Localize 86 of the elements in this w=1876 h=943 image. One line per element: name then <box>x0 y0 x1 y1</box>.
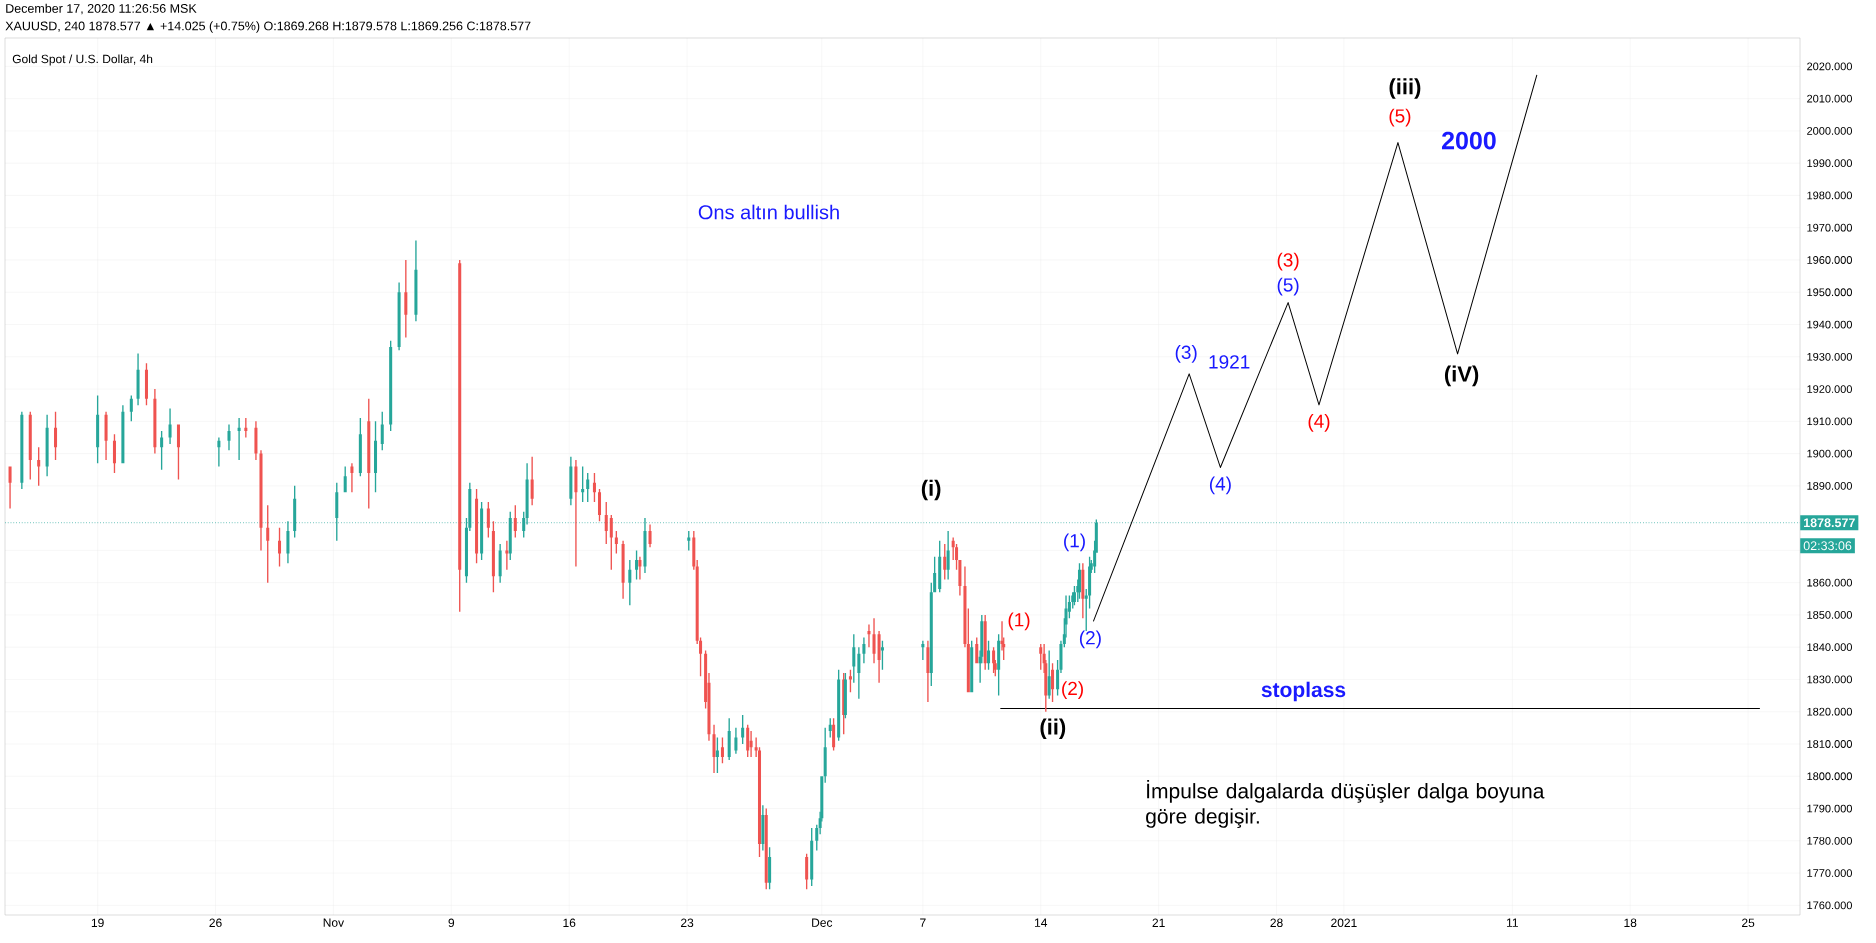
y-tick-label: 1780.000 <box>1807 836 1852 845</box>
y-tick-label: 1980.000 <box>1807 191 1852 200</box>
candlestick <box>237 418 241 461</box>
annotation: (1) <box>1008 612 1030 631</box>
annotation: (5) <box>1389 108 1411 127</box>
annotation: (ii) <box>1040 718 1066 739</box>
y-tick-label: 1860.000 <box>1807 578 1852 587</box>
candlestick <box>8 466 12 509</box>
y-tick-label: 1760.000 <box>1807 901 1852 910</box>
candlestick <box>872 618 876 664</box>
annotation: (iii) <box>1389 78 1421 99</box>
candlestick <box>505 540 509 570</box>
x-tick-label: 28 <box>1270 918 1283 928</box>
annotation: 2000 <box>1441 131 1496 150</box>
x-tick-label: 21 <box>1152 918 1165 927</box>
candlestick <box>946 531 950 580</box>
y-tick-label: 1940.000 <box>1807 320 1852 329</box>
candlestick <box>227 424 231 451</box>
annotation: (4) <box>1308 414 1330 432</box>
x-tick-label: 19 <box>91 918 104 928</box>
y-tick-label: 1830.000 <box>1807 675 1852 684</box>
x-tick-label: Dec <box>812 918 833 927</box>
annotation: (2) <box>1062 681 1083 699</box>
annotation: (3) <box>1175 345 1197 363</box>
candlestick <box>404 259 408 338</box>
text: 02:33:06 <box>1803 541 1852 551</box>
x-tick-label: 2021 <box>1331 918 1357 928</box>
x-tick-label: 9 <box>448 918 455 928</box>
annotation: (i) <box>921 479 941 501</box>
y-tick-label: 1910.000 <box>1807 417 1852 426</box>
y-tick-label: 2000.000 <box>1807 127 1852 135</box>
candlestick <box>530 456 534 506</box>
y-tick-label: 2010.000 <box>1807 94 1852 103</box>
candlestick <box>168 408 172 444</box>
y-tick-label: 2020.000 <box>1807 62 1852 71</box>
annotation: Ons altın bullish <box>698 204 839 220</box>
x-tick-label: 26 <box>209 918 222 928</box>
y-tick-label: 1900.000 <box>1807 449 1852 458</box>
candlestick <box>857 647 861 699</box>
annotation: stoplass <box>1261 681 1346 702</box>
x-tick-label: 14 <box>1034 918 1048 927</box>
x-tick-label: 18 <box>1624 918 1637 928</box>
y-tick-label: 1990.000 <box>1807 159 1852 168</box>
candlestick <box>862 637 866 664</box>
annotation: (4) <box>1209 476 1231 495</box>
text: December 17, 2020 11:26:56 MSK <box>6 3 197 15</box>
x-tick-label: Nov <box>323 918 345 927</box>
candlestick <box>921 640 925 661</box>
x-tick-label: 25 <box>1742 918 1755 928</box>
y-tick-label: 1850.000 <box>1807 611 1852 619</box>
candlestick <box>574 460 578 567</box>
y-tick-label: 1810.000 <box>1807 740 1852 748</box>
line-series <box>1092 74 1538 622</box>
y-tick-label: 1960.000 <box>1807 256 1852 264</box>
annotation: (iV) <box>1444 365 1479 387</box>
candlestick <box>638 556 642 580</box>
x-tick-label: 16 <box>563 918 576 928</box>
y-tick-label: 1890.000 <box>1807 481 1852 490</box>
y-tick-label: 1800.000 <box>1807 772 1852 781</box>
y-tick-label: 1970.000 <box>1807 223 1852 232</box>
x-tick-label: 11 <box>1506 918 1518 927</box>
chart-subtitle: XAUUSD, 240 1878.577 ▲ +14.025 (+0.75%) O:1869.268 H:1879.578 L:1869.256 C:1878.577 <box>5 21 531 33</box>
candlestick <box>867 624 871 648</box>
y-tick-label: 1920.000 <box>1807 385 1852 393</box>
candlestick <box>217 437 221 467</box>
annotation: İmpulse dalgalarda düşüşler dalga boyuna göre degişir. <box>1146 780 1545 828</box>
annotation: (5) <box>1277 277 1299 296</box>
annotation: (3) <box>1277 252 1299 271</box>
y-tick-label: 1820.000 <box>1807 707 1852 716</box>
candlestick <box>350 463 354 493</box>
annotation: (2) <box>1079 630 1101 649</box>
y-tick-label: 1950.000 <box>1807 288 1852 297</box>
annotation: (1) <box>1064 533 1085 552</box>
candlestick <box>244 418 248 438</box>
candlestick <box>1047 650 1051 699</box>
y-tick-label: 1840.000 <box>1807 643 1852 652</box>
x-tick-label: 23 <box>681 918 694 928</box>
y-tick-label: 1930.000 <box>1807 352 1852 361</box>
candlestick <box>926 640 930 703</box>
text: Gold Spot / U.S. Dollar, 4h <box>12 54 153 66</box>
ref-line-label: 1878.577 <box>1804 518 1855 528</box>
candlestick <box>259 450 263 551</box>
y-tick-label: 1770.000 <box>1807 869 1852 877</box>
y-tick-label: 1790.000 <box>1807 804 1852 813</box>
annotation: 1921 <box>1209 355 1250 369</box>
x-tick-label: 7 <box>920 918 926 927</box>
